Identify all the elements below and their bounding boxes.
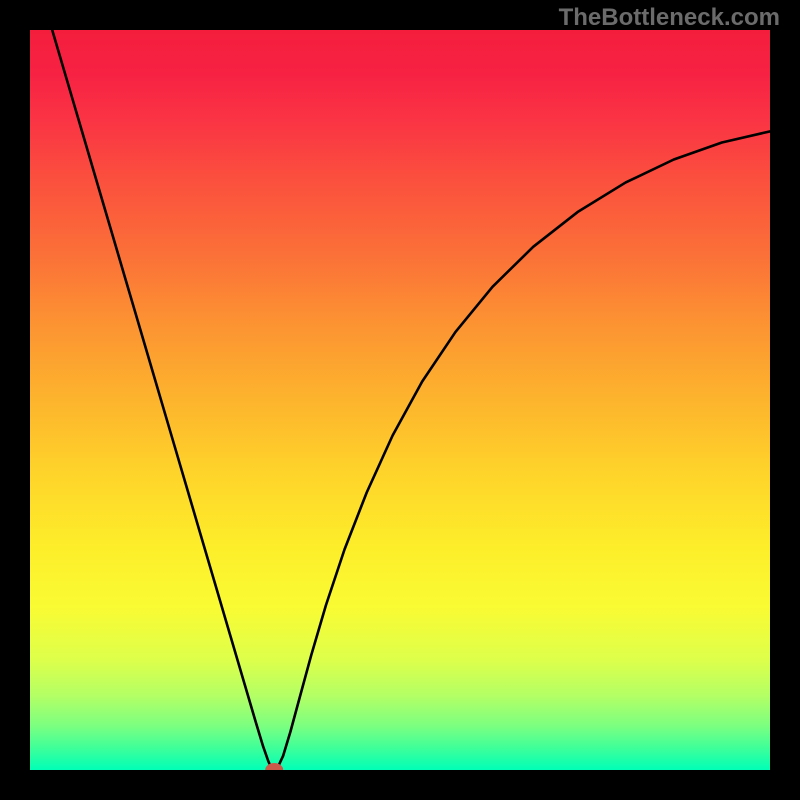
plot-area	[30, 30, 770, 770]
watermark-text: TheBottleneck.com	[559, 4, 780, 32]
chart-root: TheBottleneck.com	[0, 0, 800, 800]
bottleneck-curve	[52, 30, 770, 770]
curve-layer	[30, 30, 770, 770]
